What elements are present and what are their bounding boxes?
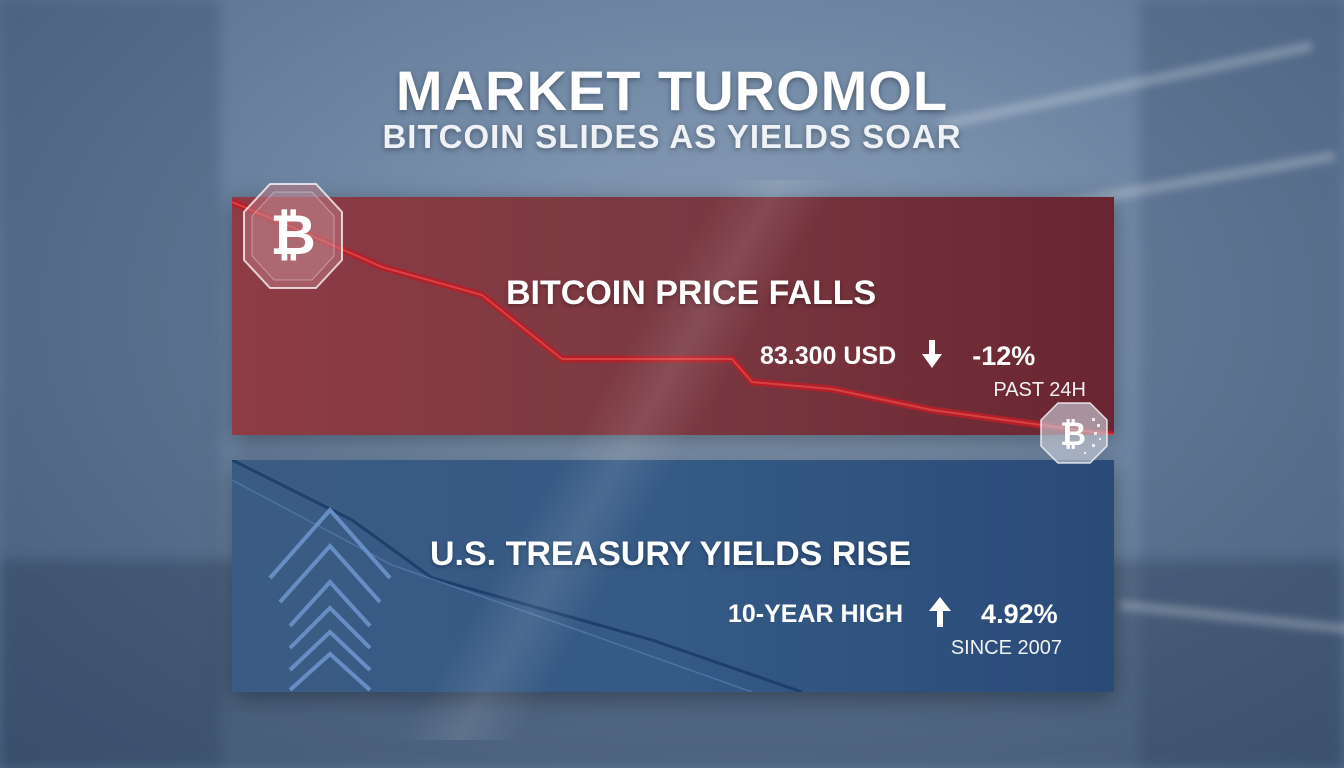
bitcoin-price-line	[232, 198, 1114, 435]
treasury-note: SINCE 2007	[950, 637, 1062, 659]
bitcoin-price: 83.300 USD	[760, 342, 897, 370]
bitcoin-heading: BITCOIN PRICE FALLS	[506, 274, 877, 312]
svg-text:₿: ₿	[1060, 415, 1086, 453]
treasury-stat-row: 10-YEAR HIGH 4.92%	[728, 597, 1058, 632]
treasury-label: 10-YEAR HIGH	[728, 600, 904, 628]
bitcoin-period: PAST 24H	[993, 379, 1086, 401]
arrow-down-icon	[922, 340, 943, 373]
treasury-decoration	[232, 460, 803, 692]
arrow-up-icon	[929, 597, 952, 632]
bitcoin-icon: ₿	[1040, 402, 1108, 469]
treasury-value: 4.92%	[981, 599, 1058, 629]
bitcoin-card: BITCOIN PRICE FALLS 83.300 USD -12% PAST…	[232, 197, 1114, 435]
svg-text:₿: ₿	[270, 203, 316, 268]
page-title: MARKET TUROMOL	[395, 59, 949, 122]
background-streak	[1119, 600, 1344, 636]
chevron-up-icon	[268, 506, 392, 692]
bitcoin-change: -12%	[972, 341, 1036, 371]
page-subtitle: BITCOIN SLIDES AS YIELDS SOAR	[382, 118, 962, 155]
bitcoin-stat-row: 83.300 USD -12%	[760, 340, 1035, 373]
bitcoin-icon: ₿	[242, 182, 344, 295]
treasury-card: U.S. TREASURY YIELDS RISE 10-YEAR HIGH 4…	[232, 460, 1114, 692]
treasury-heading: U.S. TREASURY YIELDS RISE	[430, 535, 912, 573]
